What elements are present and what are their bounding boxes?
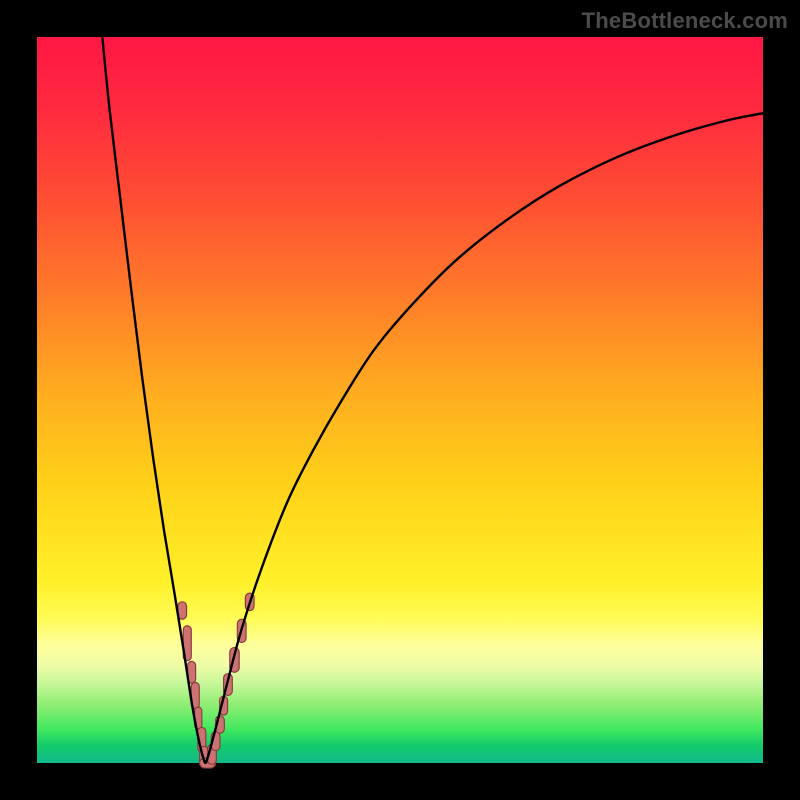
bottleneck-chart (0, 0, 800, 800)
chart-container: TheBottleneck.com (0, 0, 800, 800)
watermark-text: TheBottleneck.com (582, 8, 788, 34)
